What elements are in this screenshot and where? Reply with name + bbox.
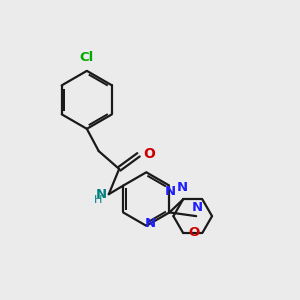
Text: Cl: Cl — [80, 51, 94, 64]
Text: O: O — [188, 226, 200, 239]
Text: O: O — [143, 147, 155, 161]
Text: N: N — [144, 217, 156, 230]
Text: N: N — [96, 188, 107, 202]
Text: N: N — [165, 185, 176, 198]
Text: H: H — [94, 195, 103, 205]
Text: N: N — [177, 181, 188, 194]
Text: N: N — [192, 201, 203, 214]
